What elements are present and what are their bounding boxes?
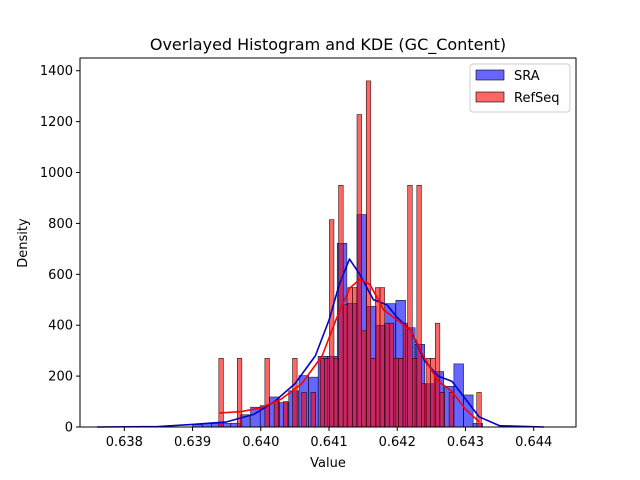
refseq-bar-14 <box>347 287 353 428</box>
y-tick-label: 200 <box>48 370 73 385</box>
x-tick-label: 0.639 <box>174 435 211 450</box>
refseq-bar-13 <box>342 304 349 428</box>
legend: SRA RefSeq <box>469 63 571 113</box>
x-axis-ticks: 0.638 0.639 0.640 0.641 0.642 0.643 0.644 <box>106 427 552 450</box>
x-tick-label: 0.644 <box>515 435 552 450</box>
sra-kde-line <box>97 258 544 428</box>
y-axis-label: Density <box>16 218 31 268</box>
refseq-bar-24 <box>393 358 399 428</box>
x-tick-label: 0.643 <box>447 435 484 450</box>
legend-swatch-sra <box>475 69 505 81</box>
refseq-bar-1 <box>237 358 243 428</box>
plot-frame <box>79 57 577 428</box>
refseq-bar-10 <box>329 219 335 428</box>
refseq-bar-3 <box>273 401 279 428</box>
refseq-bar-9 <box>324 358 330 428</box>
y-tick-label: 1000 <box>40 166 73 181</box>
y-tick-label: 600 <box>48 268 73 283</box>
x-tick-label: 0.642 <box>379 435 416 450</box>
refseq-bar-35 <box>448 392 454 428</box>
refseq-bar-7 <box>310 392 316 428</box>
refseq-bar-25 <box>398 358 404 428</box>
x-tick-label: 0.641 <box>310 435 347 450</box>
refseq-bar-6 <box>301 392 307 428</box>
y-tick-label: 800 <box>48 217 73 232</box>
refseq-bar-20 <box>375 287 381 428</box>
refseq-bar-11 <box>333 358 339 428</box>
refseq-bar-4 <box>283 401 289 428</box>
x-tick-label: 0.638 <box>106 435 143 450</box>
x-axis-label: Value <box>310 456 346 471</box>
refseq-bar-22 <box>384 322 390 428</box>
refseq-bar-30 <box>421 383 427 428</box>
y-tick-label: 0 <box>65 421 73 436</box>
y-tick-label: 400 <box>48 319 73 334</box>
refseq-bar-27 <box>407 184 413 428</box>
refseq-bar-0 <box>218 358 224 428</box>
chart-title: Overlayed Histogram and KDE (GC_Content) <box>150 35 506 55</box>
refseq-bar-26 <box>402 322 408 428</box>
kde-curves <box>97 258 544 428</box>
legend-swatch-refseq <box>475 91 505 103</box>
refseq-bar-34 <box>439 392 445 428</box>
refseq-bar-17 <box>361 330 367 428</box>
refseq-bar-23 <box>388 322 395 428</box>
refseq-bar-2 <box>264 358 270 428</box>
refseq-kde-line <box>218 278 480 423</box>
refseq-histogram-bars <box>218 80 482 428</box>
refseq-bar-8 <box>319 358 326 428</box>
y-tick-label: 1200 <box>40 115 73 130</box>
refseq-bar-29 <box>416 184 422 428</box>
refseq-bar-28 <box>412 358 418 428</box>
refseq-bar-18 <box>365 80 372 428</box>
x-tick-label: 0.640 <box>242 435 279 450</box>
refseq-bar-5 <box>292 358 298 428</box>
refseq-bar-19 <box>370 358 376 428</box>
refseq-bar-15 <box>352 287 358 428</box>
y-tick-label: 1400 <box>40 64 73 79</box>
legend-label-refseq: RefSeq <box>514 91 560 106</box>
legend-label-sra: SRA <box>514 69 540 84</box>
y-axis-ticks: 0 200 400 600 800 1000 1200 1400 <box>40 64 80 436</box>
